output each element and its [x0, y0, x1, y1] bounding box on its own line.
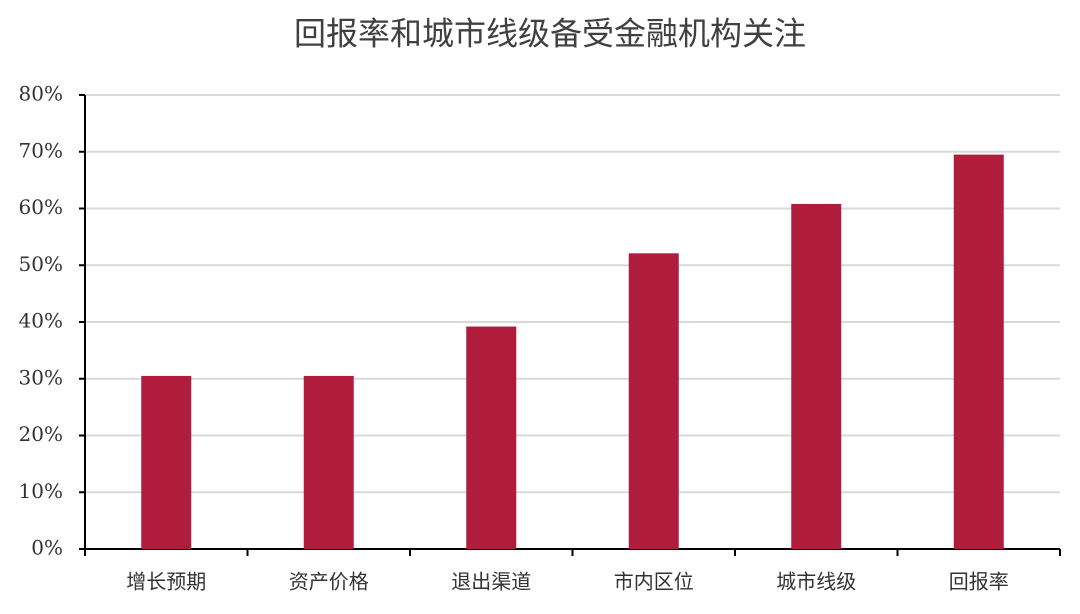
y-tick-label: 30% [19, 365, 63, 389]
y-tick-label: 50% [19, 252, 63, 276]
bar [303, 375, 354, 549]
bar [953, 154, 1004, 549]
bar [466, 326, 517, 549]
x-tick-label: 资产价格 [289, 570, 369, 594]
y-tick-label: 10% [19, 479, 63, 503]
bar [141, 375, 192, 549]
x-tick-label: 退出渠道 [451, 570, 531, 594]
chart-title: 回报率和城市线级备受金融机构关注 [294, 15, 806, 53]
y-tick-label: 80% [19, 82, 63, 106]
y-tick-label: 70% [19, 138, 63, 162]
x-tick-label: 城市线级 [776, 570, 856, 594]
bar [791, 203, 842, 549]
x-tick-label: 回报率 [949, 570, 1009, 594]
y-tick-label: 40% [19, 309, 63, 333]
x-tick-label: 增长预期 [126, 570, 206, 594]
bar [628, 253, 679, 549]
y-tick-label: 60% [19, 195, 63, 219]
y-tick-label: 20% [19, 422, 63, 446]
x-tick-label: 市内区位 [614, 570, 694, 594]
y-tick-label: 0% [31, 536, 63, 560]
